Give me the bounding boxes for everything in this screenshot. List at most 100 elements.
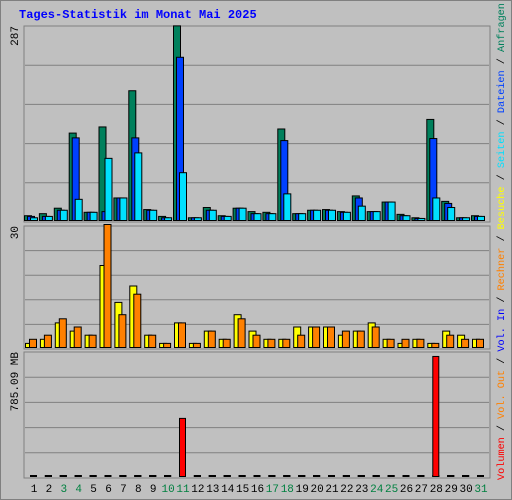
bar	[447, 207, 456, 221]
x-tick-label: 26	[400, 484, 413, 496]
x-tick-label: 20	[310, 484, 323, 496]
panel	[23, 225, 491, 350]
x-tick-label: 22	[340, 484, 353, 496]
x-tick-label: 8	[135, 484, 142, 496]
legend-separator: /	[496, 52, 508, 70]
bar	[431, 342, 440, 348]
bar	[192, 342, 201, 348]
bar	[164, 475, 172, 477]
x-tick-label: 30	[459, 484, 472, 496]
bar	[476, 338, 484, 348]
y-tick-label: 30	[10, 226, 22, 239]
x-tick-label: 19	[296, 484, 309, 496]
y-tick-label: 785.09 MB	[10, 352, 22, 412]
bar	[313, 475, 321, 477]
x-tick-label: 14	[221, 484, 235, 496]
bar	[222, 338, 231, 348]
legend-separator: /	[496, 290, 508, 308]
bar	[356, 330, 365, 349]
bar	[402, 215, 411, 222]
bar	[30, 475, 37, 477]
bar	[149, 475, 157, 477]
bar	[237, 318, 246, 348]
x-tick-label: 21	[325, 484, 339, 496]
legend-separator: /	[496, 419, 508, 437]
bar	[327, 326, 335, 348]
bar	[341, 330, 350, 349]
x-tick-label: 15	[236, 484, 249, 496]
bar	[401, 338, 410, 348]
x-tick-label: 23	[355, 484, 368, 496]
legend-separator: /	[496, 168, 508, 186]
bar	[417, 217, 426, 221]
bar	[163, 342, 172, 348]
bar	[282, 338, 291, 348]
bar	[371, 326, 380, 348]
bar	[193, 475, 201, 477]
x-tick-label: 25	[385, 484, 398, 496]
bar	[119, 475, 127, 477]
bar	[179, 172, 187, 222]
panel	[23, 25, 491, 223]
x-tick-label: 27	[415, 484, 428, 496]
bar	[89, 475, 97, 477]
bar	[313, 209, 322, 222]
x-tick-label: 10	[161, 484, 174, 496]
x-tick-label: 17	[266, 484, 279, 496]
bar	[178, 322, 186, 348]
x-tick-label: 1	[31, 484, 38, 496]
bar	[59, 475, 67, 477]
bar	[328, 475, 335, 477]
bar	[134, 152, 143, 221]
bar	[118, 314, 127, 349]
bar	[253, 475, 261, 477]
bar	[148, 334, 157, 349]
bar	[462, 475, 470, 477]
bar	[372, 475, 380, 477]
x-tick-label: 11	[176, 484, 190, 496]
bar	[477, 215, 485, 221]
y-tick-label: 287	[10, 26, 22, 46]
x-tick-label: 5	[90, 484, 97, 496]
bar	[268, 213, 277, 221]
bar	[149, 209, 158, 222]
bar	[134, 475, 142, 477]
legend-entry: Vol. In	[496, 309, 508, 352]
bar	[88, 334, 97, 349]
legend-entry: Anfragen	[496, 3, 508, 52]
bar	[253, 213, 262, 221]
bar	[417, 475, 425, 477]
x-tick-label: 3	[60, 484, 67, 496]
bar	[432, 197, 441, 221]
bar	[298, 213, 307, 221]
bar	[208, 475, 216, 477]
x-tick-label: 29	[445, 484, 458, 496]
bar	[223, 475, 231, 477]
x-tick-label: 4	[75, 484, 82, 496]
bar	[133, 293, 142, 349]
x-tick-label: 12	[191, 484, 204, 496]
legend-entry: Volumen	[496, 437, 508, 480]
bar	[268, 475, 276, 477]
legend-entry: Besuche	[496, 187, 508, 230]
bar	[372, 211, 381, 221]
bar	[267, 338, 276, 348]
bar	[208, 209, 217, 222]
bar	[44, 215, 53, 221]
bar	[193, 217, 202, 222]
bar	[477, 475, 484, 477]
legend-separator: /	[496, 352, 508, 370]
bar	[238, 207, 247, 222]
bar	[387, 201, 396, 221]
legend-entry: Vol. Out	[496, 370, 508, 419]
x-tick-label: 13	[206, 484, 219, 496]
bar	[179, 417, 186, 477]
legend: Volumen / Vol. Out / Vol. In / Rechner /…	[496, 3, 508, 480]
x-tick-label: 28	[430, 484, 443, 496]
bar	[328, 209, 336, 222]
legend-entry: Seiten	[496, 131, 508, 168]
bar	[312, 326, 321, 348]
legend-entry: Dateien	[496, 70, 508, 113]
x-tick-label: 6	[105, 484, 112, 496]
